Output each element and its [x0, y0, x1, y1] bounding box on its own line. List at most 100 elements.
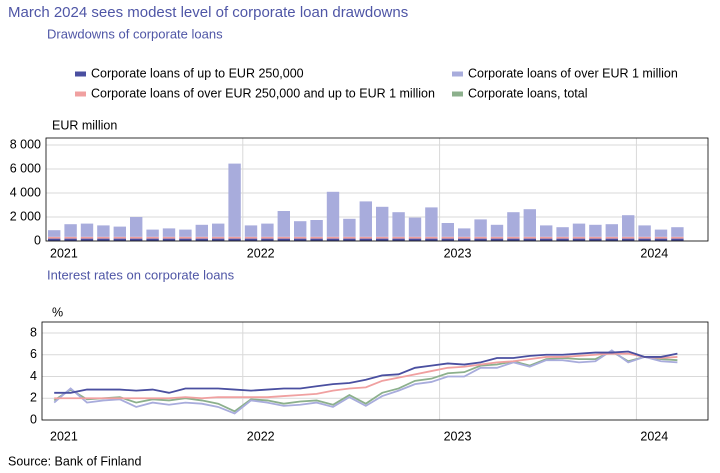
bar-segment: [97, 236, 110, 239]
bar-segment: [80, 236, 94, 239]
bar-segment: [654, 238, 668, 241]
bar-segment: [638, 238, 651, 241]
bar-segment: [179, 229, 192, 237]
bar-segment: [343, 238, 356, 241]
bar-segment: [130, 217, 143, 237]
x-tick-label: 2023: [444, 429, 472, 443]
bar-segment: [130, 238, 143, 241]
line-series: [54, 350, 678, 394]
bar-segment: [277, 236, 290, 239]
bar-segment: [490, 224, 504, 237]
y-tick-label: 0: [34, 233, 41, 247]
bar-segment: [556, 238, 569, 241]
bar-segment: [458, 228, 471, 237]
bar-segment: [376, 206, 389, 237]
bar-segment: [392, 238, 405, 241]
bar-segment: [326, 236, 340, 239]
bar-segment: [97, 225, 110, 237]
bar-segment: [343, 218, 356, 237]
bar-segment: [277, 211, 290, 237]
bar-segment: [376, 238, 389, 241]
y-tick-label: 4: [30, 369, 37, 383]
bar-segment: [622, 215, 635, 237]
bar-segment: [195, 224, 208, 237]
bar-segment: [605, 224, 618, 237]
line-series: [53, 349, 678, 415]
chart-title: Drawdowns of corporate loans: [47, 26, 223, 41]
legend-label: Corporate loans of over EUR 250,000 and …: [91, 86, 435, 100]
bar-segment: [359, 238, 372, 241]
bar-segment: [441, 238, 454, 241]
bar-segment: [507, 212, 520, 237]
bar-segment: [605, 236, 618, 239]
x-tick-label: 2022: [247, 246, 275, 260]
bar-segment: [572, 236, 586, 239]
bar-segment: [310, 236, 323, 239]
bar-segment: [326, 191, 340, 237]
bar-segment: [556, 236, 569, 239]
bar-segment: [162, 236, 176, 239]
bar-segment: [212, 238, 225, 241]
legend-label: Corporate loans, total: [468, 86, 588, 100]
bar-segment: [64, 224, 77, 237]
bar-segment: [343, 236, 356, 239]
x-tick-label: 2022: [247, 429, 275, 443]
x-tick-label: 2023: [444, 246, 472, 260]
y-tick-label: 4 000: [10, 185, 41, 199]
bar-segment: [638, 236, 651, 239]
bar-segment: [392, 212, 405, 237]
bar-segment: [523, 209, 536, 237]
bar-segment: [408, 217, 422, 237]
source: Source: Bank of Finland: [8, 454, 141, 468]
bar-segment: [195, 238, 208, 241]
bar-segment: [146, 229, 159, 237]
bar-segment: [474, 238, 487, 241]
bar-segment: [540, 236, 553, 239]
bar-segment: [523, 238, 536, 241]
bar-segment: [654, 229, 668, 237]
bar-segment: [392, 236, 405, 239]
bar-segment: [261, 238, 274, 241]
y-tick-label: 6: [30, 347, 37, 361]
bar-segment: [162, 228, 176, 237]
bar-segment: [523, 236, 536, 239]
line-series: [53, 350, 678, 413]
bar-segment: [294, 238, 307, 241]
bar-segment: [540, 238, 553, 241]
legend-label: Corporate loans of over EUR 1 million: [468, 66, 678, 80]
bar-segment: [359, 201, 372, 237]
bar-segment: [228, 163, 241, 237]
x-tick-label: 2024: [640, 429, 668, 443]
bar-segment: [458, 236, 471, 239]
bar-segment: [113, 238, 126, 241]
bar-segment: [228, 238, 241, 241]
bar-segment: [605, 238, 618, 241]
bar-segment: [671, 227, 684, 237]
bar-segment: [80, 238, 94, 241]
bar-segment: [212, 223, 225, 237]
bar-segment: [310, 220, 323, 237]
bar-segment: [376, 236, 389, 239]
page-title: March 2024 sees modest level of corporat…: [8, 4, 408, 21]
bar-segment: [671, 238, 684, 241]
bar-segment: [638, 225, 651, 237]
bar-segment: [113, 226, 126, 237]
y-tick-label: 0: [30, 412, 37, 426]
bar-segment: [441, 223, 454, 237]
bar-segment: [622, 238, 635, 241]
bar-segment: [425, 238, 438, 241]
bar-segment: [408, 238, 422, 241]
plot-frame: [45, 137, 709, 242]
bar-segment: [490, 236, 504, 239]
bar-segment: [408, 236, 422, 239]
bar-segment: [64, 238, 77, 241]
bar-segment: [556, 227, 569, 237]
bar-segment: [130, 236, 143, 239]
bar-segment: [162, 238, 176, 241]
bar-segment: [48, 238, 61, 241]
bar-segment: [507, 238, 520, 241]
bar-segment: [507, 236, 520, 239]
bar-segment: [64, 236, 77, 239]
x-tick-label: 2024: [640, 246, 668, 260]
